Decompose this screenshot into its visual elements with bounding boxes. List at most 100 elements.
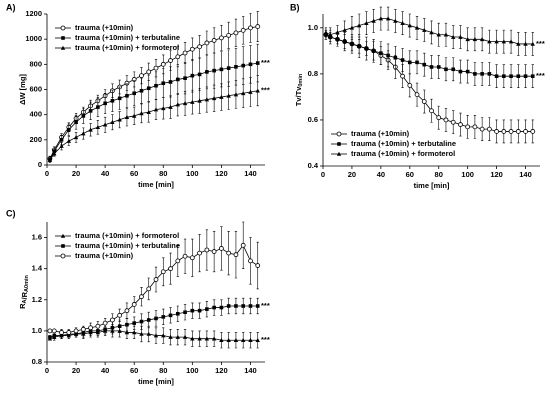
x-tick-label: 80 bbox=[159, 366, 167, 375]
marker bbox=[465, 69, 470, 74]
marker bbox=[479, 37, 485, 42]
marker bbox=[59, 330, 64, 335]
marker bbox=[342, 27, 347, 32]
marker bbox=[458, 69, 463, 74]
marker bbox=[124, 308, 130, 314]
marker bbox=[255, 263, 261, 268]
marker bbox=[153, 107, 159, 112]
marker bbox=[154, 316, 158, 321]
series-line bbox=[325, 34, 533, 77]
marker bbox=[415, 60, 419, 65]
legend-label: trauma (+10min) + formoterol bbox=[75, 231, 179, 240]
y-tick-label: 0.8 bbox=[308, 69, 318, 78]
marker bbox=[66, 330, 72, 335]
marker bbox=[168, 334, 173, 339]
marker bbox=[66, 138, 71, 143]
marker bbox=[356, 23, 362, 28]
y-tick-label: 0.8 bbox=[32, 357, 42, 366]
marker bbox=[523, 74, 528, 78]
marker bbox=[508, 39, 514, 44]
marker bbox=[95, 323, 101, 329]
y-tick-label: 1.0 bbox=[32, 326, 42, 335]
marker bbox=[161, 106, 166, 111]
marker bbox=[487, 39, 492, 44]
legend-marker bbox=[60, 253, 66, 259]
marker bbox=[211, 249, 217, 254]
marker bbox=[465, 37, 470, 42]
marker bbox=[139, 331, 144, 336]
marker bbox=[248, 337, 253, 343]
marker bbox=[67, 127, 71, 132]
marker bbox=[204, 40, 210, 46]
marker bbox=[516, 41, 521, 46]
marker bbox=[509, 74, 513, 78]
marker bbox=[530, 74, 535, 78]
legend-marker bbox=[61, 244, 65, 248]
marker bbox=[175, 54, 181, 60]
marker bbox=[88, 127, 93, 132]
marker bbox=[328, 32, 333, 37]
marker bbox=[357, 44, 361, 49]
panel-label: A) bbox=[6, 2, 16, 12]
marker bbox=[226, 32, 232, 38]
marker bbox=[197, 308, 202, 313]
marker bbox=[226, 66, 231, 70]
marker bbox=[523, 41, 528, 46]
marker bbox=[407, 82, 413, 88]
marker bbox=[52, 333, 57, 338]
marker bbox=[110, 119, 115, 125]
marker bbox=[450, 119, 456, 125]
marker bbox=[255, 24, 261, 29]
marker bbox=[530, 41, 535, 46]
marker bbox=[371, 18, 376, 23]
legend-label: trauma (+10min) bbox=[75, 23, 134, 32]
marker bbox=[241, 304, 245, 308]
marker bbox=[486, 126, 492, 132]
marker bbox=[124, 114, 130, 119]
marker bbox=[146, 331, 151, 336]
marker bbox=[124, 330, 130, 335]
marker bbox=[234, 304, 238, 308]
marker bbox=[443, 32, 449, 37]
marker bbox=[153, 65, 159, 71]
y-tick-label: 600 bbox=[29, 84, 42, 93]
marker bbox=[182, 253, 188, 259]
marker bbox=[472, 37, 478, 42]
marker bbox=[59, 143, 64, 148]
marker bbox=[197, 98, 202, 103]
x-tick-label: 20 bbox=[72, 366, 80, 375]
marker bbox=[132, 91, 136, 96]
marker bbox=[110, 317, 115, 323]
marker bbox=[436, 32, 441, 37]
marker bbox=[523, 129, 528, 134]
marker bbox=[414, 25, 420, 30]
marker bbox=[131, 302, 137, 307]
significance-annotation: *** bbox=[261, 335, 270, 344]
significance-annotation: *** bbox=[261, 301, 270, 310]
marker bbox=[153, 333, 159, 338]
marker bbox=[240, 242, 246, 248]
legend-label: trauma (+10min) + terbutaline bbox=[75, 33, 180, 42]
marker bbox=[233, 337, 239, 343]
marker bbox=[139, 294, 144, 300]
legend-label: trauma (+10min) bbox=[75, 251, 134, 260]
marker bbox=[323, 30, 329, 35]
marker bbox=[240, 27, 246, 33]
marker bbox=[494, 74, 499, 78]
marker bbox=[342, 39, 347, 44]
marker bbox=[197, 250, 203, 256]
y-label-part: Tv/Tv bbox=[294, 86, 303, 106]
marker bbox=[59, 138, 64, 142]
marker bbox=[451, 67, 455, 72]
marker bbox=[218, 246, 224, 251]
marker bbox=[212, 68, 216, 73]
marker bbox=[81, 114, 86, 118]
marker bbox=[479, 126, 485, 132]
marker bbox=[212, 305, 216, 310]
marker bbox=[219, 67, 224, 72]
marker bbox=[508, 129, 514, 134]
marker bbox=[190, 73, 195, 78]
marker bbox=[501, 129, 507, 134]
y-label-subscript: A0min bbox=[24, 275, 30, 292]
marker bbox=[102, 122, 108, 127]
